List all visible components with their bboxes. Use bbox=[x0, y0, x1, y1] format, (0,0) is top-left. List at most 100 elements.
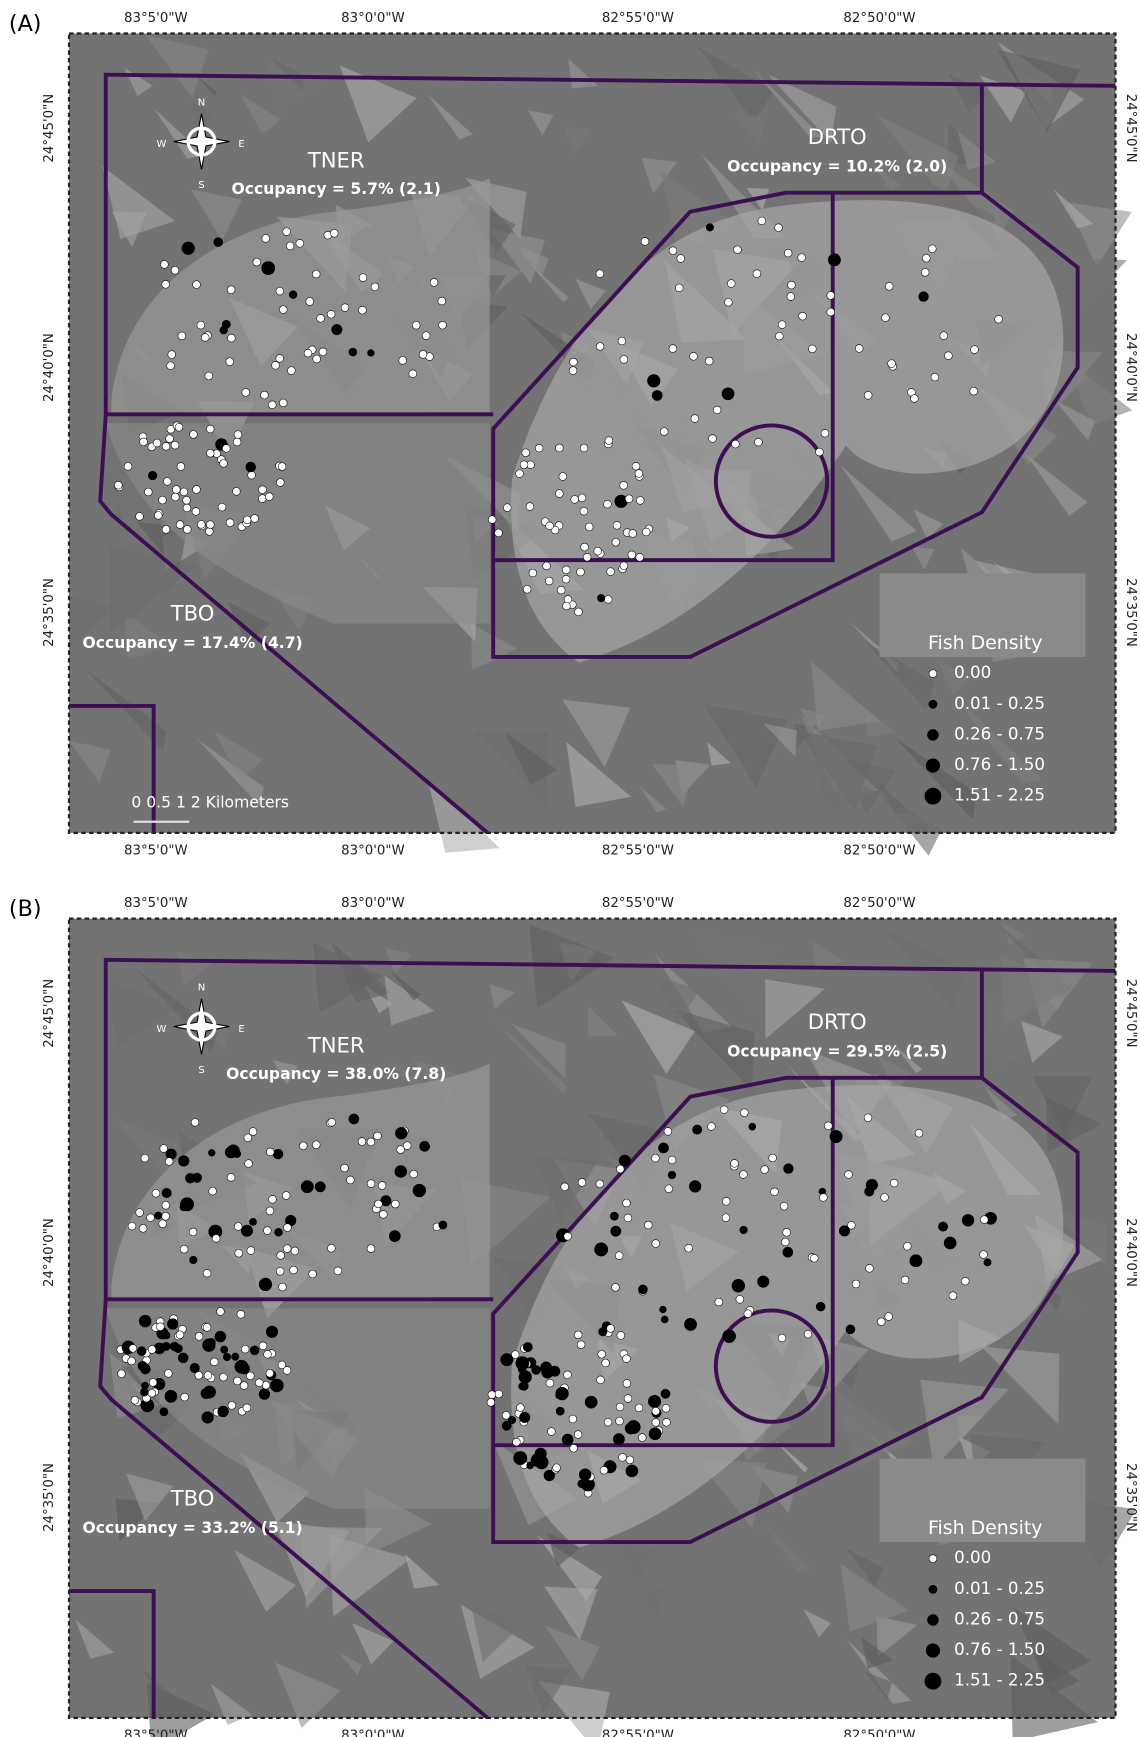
survey-site bbox=[980, 1216, 988, 1224]
survey-site bbox=[691, 415, 699, 423]
region-name: TNER bbox=[307, 148, 365, 173]
survey-site bbox=[569, 367, 577, 375]
survey-site bbox=[233, 1377, 241, 1385]
survey-site bbox=[203, 1324, 211, 1332]
survey-site bbox=[628, 551, 636, 559]
survey-site bbox=[268, 401, 276, 409]
survey-site bbox=[259, 1342, 267, 1350]
survey-site bbox=[487, 1398, 495, 1406]
survey-site bbox=[580, 507, 588, 515]
survey-site bbox=[787, 293, 795, 301]
survey-site bbox=[166, 435, 174, 443]
survey-site bbox=[561, 1183, 569, 1191]
survey-site bbox=[226, 519, 234, 527]
survey-site bbox=[559, 473, 567, 481]
survey-site bbox=[775, 332, 783, 340]
survey-site bbox=[605, 437, 613, 445]
survey-site bbox=[783, 1228, 791, 1236]
survey-site bbox=[399, 357, 407, 365]
survey-site bbox=[597, 1376, 605, 1384]
survey-site bbox=[124, 463, 132, 471]
survey-site bbox=[502, 1411, 510, 1419]
survey-site bbox=[306, 298, 314, 306]
legend-symbol bbox=[927, 729, 938, 740]
survey-site bbox=[546, 522, 554, 530]
survey-site bbox=[304, 349, 312, 357]
survey-site bbox=[684, 1318, 696, 1330]
survey-site bbox=[140, 1388, 148, 1396]
survey-site bbox=[740, 1171, 748, 1179]
survey-site bbox=[266, 1207, 274, 1215]
survey-site bbox=[651, 1154, 659, 1162]
survey-site bbox=[513, 1438, 521, 1446]
survey-site bbox=[780, 1202, 788, 1210]
legend-symbol bbox=[929, 1555, 937, 1563]
survey-site bbox=[178, 1353, 188, 1363]
survey-site bbox=[367, 350, 374, 357]
survey-site bbox=[240, 1382, 248, 1390]
survey-site bbox=[241, 1345, 249, 1353]
survey-site bbox=[553, 1464, 561, 1472]
survey-site bbox=[152, 1189, 160, 1197]
survey-site bbox=[163, 478, 171, 486]
survey-site bbox=[278, 1361, 286, 1369]
survey-site bbox=[629, 530, 637, 538]
survey-site bbox=[910, 1255, 922, 1267]
survey-site bbox=[201, 1388, 211, 1398]
survey-site bbox=[816, 448, 824, 456]
survey-site bbox=[245, 1160, 253, 1168]
survey-site bbox=[845, 1171, 853, 1179]
survey-site bbox=[775, 224, 783, 232]
map-panel: TNEROccupancy = 5.7% (2.1)DRTOOccupancy … bbox=[9, 11, 1138, 859]
survey-site bbox=[596, 270, 604, 278]
survey-site bbox=[578, 494, 586, 502]
survey-site bbox=[616, 1165, 624, 1173]
legend-item: 0.00 bbox=[954, 663, 991, 682]
survey-site bbox=[580, 444, 588, 452]
survey-site bbox=[545, 577, 553, 585]
survey-site bbox=[327, 1244, 335, 1252]
survey-site bbox=[514, 1451, 527, 1464]
survey-site bbox=[129, 1344, 137, 1352]
survey-site bbox=[197, 521, 205, 529]
survey-site bbox=[422, 332, 430, 340]
survey-site bbox=[164, 1370, 172, 1378]
occupancy-label: Occupancy = 38.0% (7.8) bbox=[226, 1065, 446, 1083]
right-tick-label: 24°45'0"N bbox=[1123, 979, 1138, 1048]
survey-site bbox=[172, 486, 180, 494]
survey-site bbox=[210, 1358, 218, 1366]
survey-site bbox=[564, 1232, 572, 1240]
survey-site bbox=[296, 239, 304, 247]
survey-site bbox=[660, 1306, 667, 1313]
survey-site bbox=[163, 1331, 171, 1339]
survey-site bbox=[596, 343, 604, 351]
survey-site bbox=[266, 1369, 274, 1377]
bottom-tick-label: 83°0'0"W bbox=[341, 1729, 405, 1737]
survey-site bbox=[575, 608, 583, 616]
top-tick-label: 82°50'0"W bbox=[843, 896, 915, 911]
survey-site bbox=[529, 569, 537, 577]
survey-site bbox=[156, 1323, 164, 1331]
survey-site bbox=[359, 306, 367, 314]
survey-site bbox=[555, 490, 563, 498]
survey-site bbox=[888, 360, 896, 368]
survey-site bbox=[501, 1353, 513, 1365]
map-panel: TNEROccupancy = 38.0% (7.8)DRTOOccupancy… bbox=[9, 896, 1138, 1737]
survey-site bbox=[620, 562, 628, 570]
survey-site bbox=[852, 1280, 860, 1288]
survey-site bbox=[623, 1199, 631, 1207]
survey-site bbox=[578, 1480, 586, 1488]
survey-site bbox=[658, 1143, 668, 1153]
survey-site bbox=[636, 497, 644, 505]
region-name: DRTO bbox=[808, 1009, 867, 1034]
survey-site bbox=[228, 1401, 236, 1409]
bottom-tick-label: 83°0'0"W bbox=[341, 844, 405, 859]
survey-site bbox=[921, 268, 929, 276]
survey-site bbox=[519, 1371, 532, 1384]
right-tick-label: 24°40'0"N bbox=[1123, 333, 1138, 402]
legend-symbol bbox=[925, 1673, 941, 1689]
survey-site bbox=[970, 387, 978, 395]
survey-site bbox=[574, 1331, 582, 1339]
top-tick-label: 83°5'0"W bbox=[124, 896, 188, 911]
survey-site bbox=[652, 390, 662, 400]
